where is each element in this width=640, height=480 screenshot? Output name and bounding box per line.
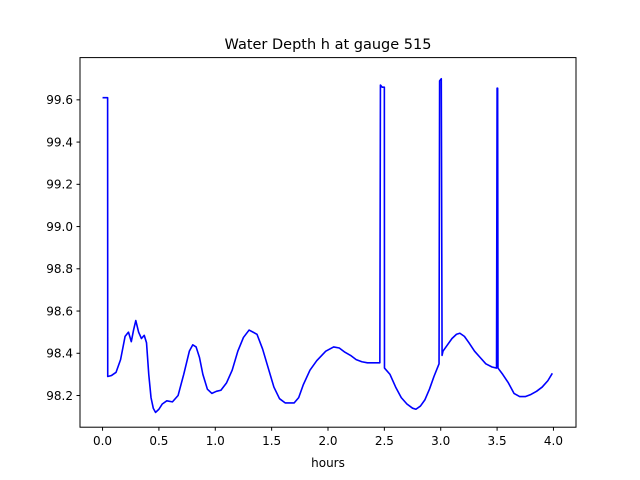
x-tick-label: 0.5	[149, 434, 168, 448]
x-tick-label: 2.5	[375, 434, 394, 448]
chart-title: Water Depth h at gauge 515	[225, 37, 432, 53]
y-tick-label: 99.4	[46, 135, 73, 149]
x-tick-label: 4.0	[544, 434, 563, 448]
x-tick-label: 3.0	[431, 434, 450, 448]
y-tick-label: 99.2	[46, 178, 73, 192]
series-line-0	[102, 77, 554, 414]
y-axis: 98.2 98.4 98.6 98.8 99.0 99.2 99.4 99.6	[46, 93, 80, 403]
x-tick-label: 0.0	[93, 434, 112, 448]
y-tick-label: 98.2	[46, 389, 73, 403]
x-tick-label: 2.0	[318, 434, 337, 448]
y-tick-label: 98.8	[46, 262, 73, 276]
x-axis: 0.0 0.5 1.0 1.5 2.0 2.5 3.0 3.5 4.0	[93, 427, 563, 448]
x-tick-label: 1.5	[262, 434, 281, 448]
x-tick-label: 3.5	[488, 434, 507, 448]
plot-area	[102, 77, 554, 414]
y-tick-label: 99.0	[46, 220, 73, 234]
y-tick-label: 99.6	[46, 93, 73, 107]
y-tick-label: 98.6	[46, 304, 73, 318]
x-axis-label: hours	[311, 456, 345, 470]
x-tick-label: 1.0	[206, 434, 225, 448]
axes-frame	[79, 57, 577, 428]
y-tick-label: 98.4	[46, 347, 73, 361]
